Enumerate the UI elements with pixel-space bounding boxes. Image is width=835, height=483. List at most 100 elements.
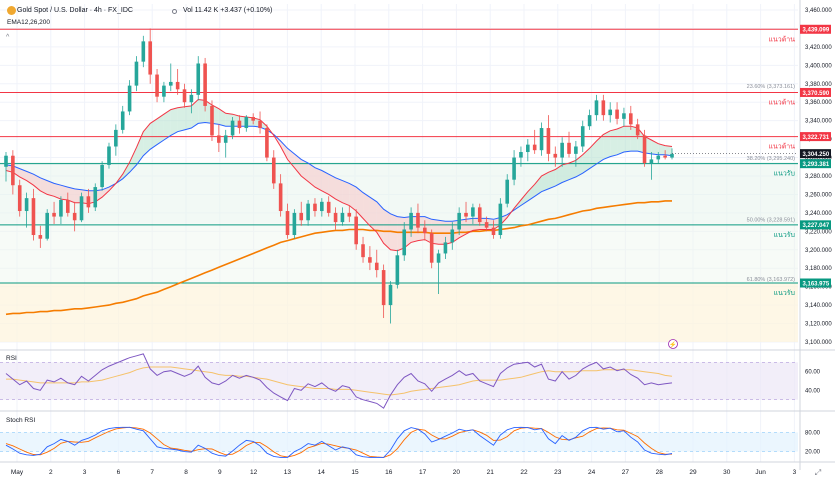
ema-legend[interactable]: EMA12,26,200 (7, 19, 51, 26)
candle-down (155, 74, 159, 97)
ema-cloud-bull (658, 143, 666, 155)
candle-down (615, 109, 619, 119)
ema-cloud-bear (60, 185, 68, 200)
candle-up (670, 153, 674, 158)
candle-up (24, 198, 29, 212)
candle-up (244, 116, 249, 129)
ema-cloud-bull (617, 126, 624, 155)
ema-12-line (5, 98, 673, 252)
fib-label: 38.20% (3,295.240) (747, 156, 795, 162)
candle-down (663, 155, 667, 158)
resistance-label: แนวต้าน (769, 143, 796, 151)
candle-down (299, 212, 304, 221)
resistance-label: แนวต้าน (769, 35, 796, 43)
current-price-text: 3,304.250 (803, 152, 830, 158)
ema-cloud-bear (54, 183, 61, 200)
candlesticks: ⚡ (4, 28, 678, 349)
rsi-ma-line (6, 366, 673, 396)
ema-cloud-bull (177, 106, 185, 132)
candle-down (86, 196, 91, 208)
support-label: แนวรับ (774, 170, 795, 178)
ema-lines (5, 98, 673, 316)
candle-up (196, 63, 201, 95)
zoom-icon: ⤢ (814, 468, 821, 477)
time-tick: 7 (150, 469, 154, 476)
candle-down (237, 120, 242, 129)
time-tick: 24 (588, 469, 596, 476)
candle-down (347, 212, 352, 217)
symbol-title[interactable]: Gold Spot / U.S. Dollar · 4h · FX_IDC (17, 7, 133, 14)
ema-cloud-bear (280, 140, 288, 160)
level-price-text: 3,227.047 (803, 223, 830, 229)
ema-cloud-bear (301, 159, 309, 182)
ema-cloud-bull (122, 162, 130, 179)
price-tick: 3,240.000 (805, 211, 832, 217)
candle-up (512, 157, 516, 180)
ema-cloud-bull (575, 154, 583, 177)
stoch-tick: 20.00 (805, 450, 821, 456)
time-tick: 2 (49, 469, 53, 476)
ema-cloud-bull (569, 160, 576, 180)
candle-up (580, 126, 585, 147)
collapse-legend-icon[interactable]: ^ (6, 34, 10, 41)
price-tick: 3,360.000 (805, 100, 832, 106)
candle-down (182, 89, 187, 103)
time-tick: 21 (487, 469, 495, 476)
candle-up (93, 187, 98, 208)
ema-cloud-bull (651, 140, 659, 155)
ema-cloud-bull (582, 148, 590, 174)
price-tick: 3,340.000 (805, 119, 832, 125)
ema-cloud-bear (349, 183, 357, 212)
ema-cloud-bear (376, 201, 384, 244)
rsi-tick: 40.00 (805, 388, 821, 394)
candle-down (17, 185, 22, 212)
price-axis[interactable]: 3,460.000 3,420.000 3,400.000 3,380.000 3,36… (672, 8, 832, 346)
candle-down (72, 212, 77, 221)
candle-up (292, 212, 297, 236)
ema-cloud-bear (328, 174, 336, 200)
stoch-d-line (5, 426, 672, 458)
ema-cloud-bull (143, 123, 151, 156)
candle-up (223, 135, 228, 143)
candle-up (519, 152, 523, 158)
candle-down (601, 100, 606, 116)
candle-down (333, 212, 338, 223)
stoch-rsi-pane: Stoch RSI 80.00 20.00 (0, 417, 821, 458)
candle-up (127, 85, 132, 112)
price-tick: 3,260.000 (805, 192, 832, 198)
price-tick: 3,180.000 (805, 266, 832, 272)
candle-down (642, 135, 647, 164)
time-tick: 3 (793, 469, 797, 476)
stoch-k-line (5, 426, 673, 458)
ema-cloud-bull (555, 164, 563, 187)
candle-up (498, 203, 503, 236)
candle-up (114, 129, 118, 147)
ema-cloud-bull (534, 176, 542, 197)
candle-down (484, 222, 489, 228)
ema-cloud-bull (603, 130, 611, 160)
candle-down (423, 227, 427, 234)
ema-cloud-bull (163, 109, 171, 141)
time-tick: 15 (351, 469, 359, 476)
candle-down (532, 144, 537, 151)
candle-down (464, 212, 468, 217)
time-axis[interactable]: May 2 3 6 7 8 9 12 13 14 15 16 17 20 21 22 23 24 27 28 29 30 J… (11, 468, 821, 477)
price-tick: 3,220.000 (805, 229, 832, 235)
level-price-text: 3,163.975 (803, 281, 830, 287)
time-tick: 8 (184, 469, 188, 476)
lightning-icon: ⚡ (669, 341, 676, 349)
ema-cloud-bull (541, 172, 549, 192)
candle-up (450, 229, 455, 243)
candle-up (388, 284, 393, 306)
rsi-title: RSI (6, 355, 17, 362)
fib-label: 61.80% (3,163.972) (747, 277, 795, 283)
ema-cloud-bull (548, 169, 556, 189)
candle-down (251, 116, 255, 121)
time-tick: Jun (755, 469, 766, 476)
candle-down (361, 244, 365, 258)
ema-cloud-bear (321, 170, 329, 195)
level-price-text: 3,322.731 (803, 135, 830, 141)
price-tick: 3,280.000 (805, 174, 832, 180)
candle-down (285, 211, 290, 236)
